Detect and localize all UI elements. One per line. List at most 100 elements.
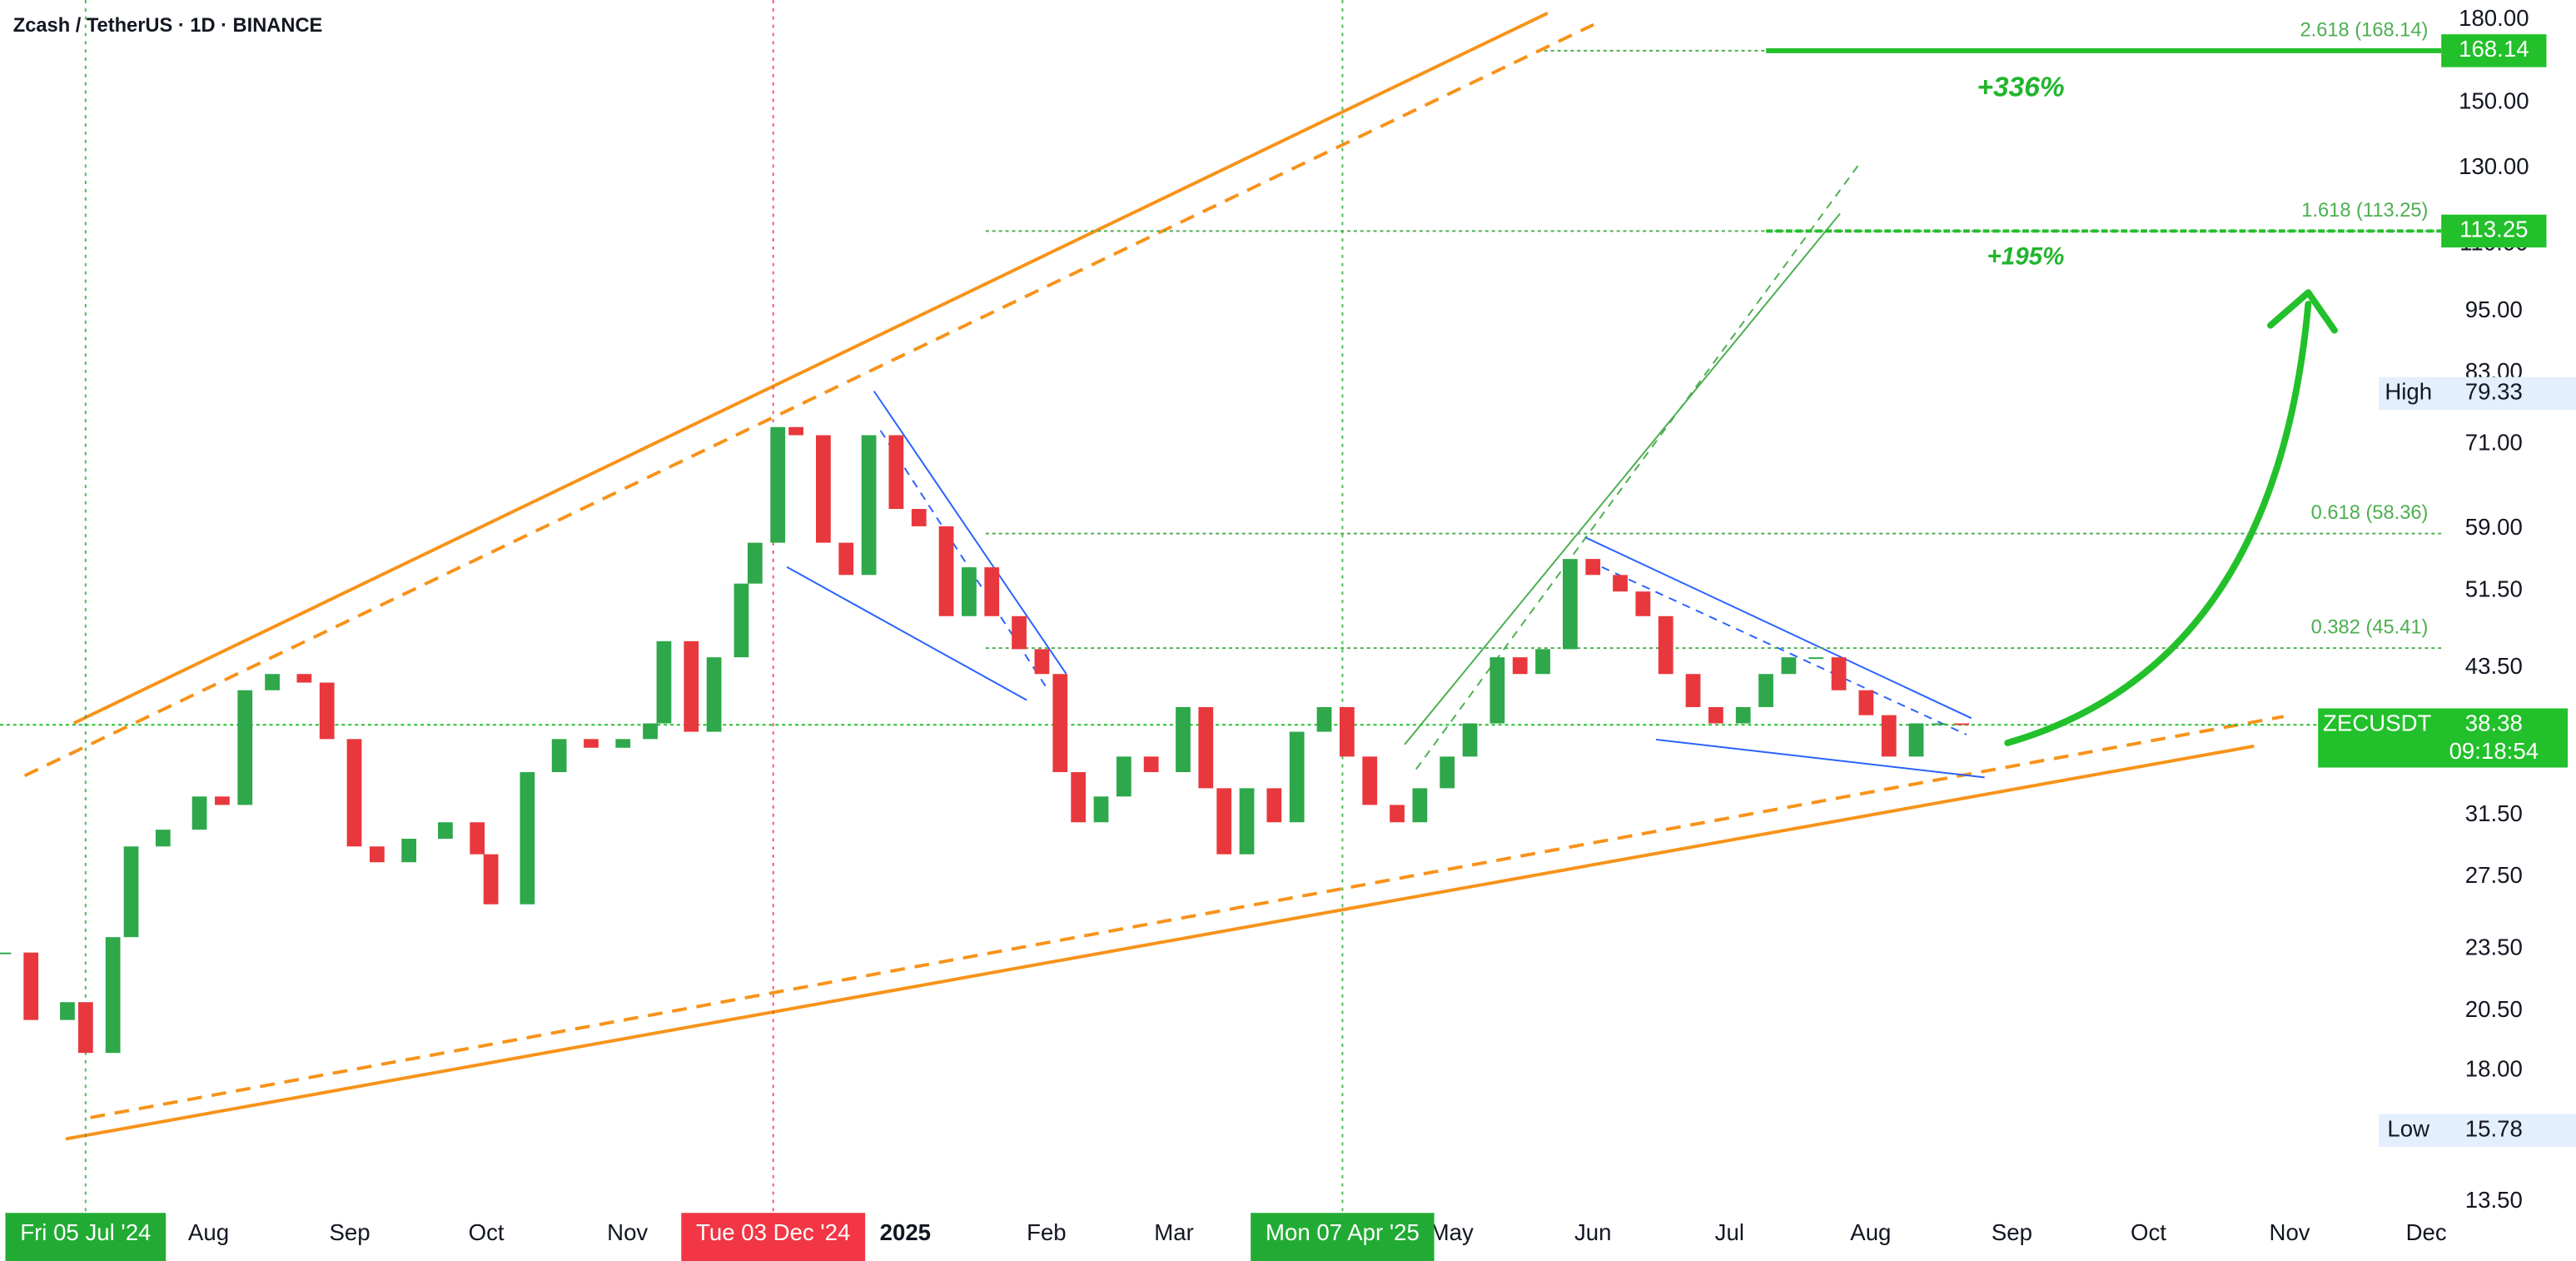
candle-body — [1908, 723, 1924, 757]
chart-title: Zcash / TetherUS · 1D · BINANCE — [13, 15, 323, 37]
candle-body — [191, 796, 207, 830]
candle-body — [938, 526, 954, 616]
x-tick-label: Oct — [469, 1219, 505, 1245]
y-tick-label: 27.50 — [2465, 862, 2523, 888]
low-tag-bg — [2379, 1114, 2576, 1147]
candle-body — [1052, 674, 1068, 773]
y-tick-label: 18.00 — [2465, 1055, 2523, 1081]
last-tag-value: 38.38 — [2465, 710, 2523, 736]
price-tag-label: 113.25 — [2459, 217, 2528, 242]
candle-body — [1266, 788, 1282, 823]
last-tag — [2318, 708, 2569, 768]
candle-body — [962, 567, 977, 616]
candle-body — [1781, 657, 1797, 675]
candle-body — [123, 846, 139, 938]
last-tag-symbol: ZECUSDT — [2323, 710, 2432, 736]
y-tick-label: 31.50 — [2465, 800, 2523, 826]
candle-body — [1198, 706, 1214, 789]
candle-body — [296, 674, 312, 683]
candle-body — [1289, 731, 1305, 823]
candle-body — [1685, 674, 1701, 707]
y-tick-label: 51.50 — [2465, 576, 2523, 601]
arrow-head — [2267, 289, 2338, 334]
candle-body — [60, 1002, 75, 1020]
x-tick-label: Aug — [188, 1219, 229, 1245]
x-tick-label: Aug — [1850, 1219, 1891, 1245]
candle-body — [346, 739, 362, 847]
candle-body — [770, 426, 786, 543]
candle-body — [1831, 657, 1847, 690]
candle-body — [788, 426, 803, 436]
candle-body — [265, 674, 280, 690]
candle-body — [1143, 756, 1159, 773]
date-tag — [1251, 1213, 1435, 1261]
candle-body — [984, 567, 1000, 616]
candle-body — [911, 509, 927, 526]
y-tick-label: 130.00 — [2459, 153, 2529, 179]
y-tick-label: 71.00 — [2465, 430, 2523, 456]
candle-body — [1585, 559, 1601, 576]
high-tag-name: High — [2385, 379, 2432, 405]
fib-label: 0.618 (58.36) — [2311, 502, 2429, 524]
y-tick-label: 180.00 — [2459, 5, 2529, 31]
candle-body — [1954, 723, 1970, 725]
low-tag-value: 15.78 — [2465, 1115, 2523, 1141]
candle-body — [0, 952, 12, 954]
candle-body — [1808, 657, 1824, 660]
fib-label: 0.382 (45.41) — [2311, 617, 2429, 639]
candle-body — [1339, 706, 1355, 757]
lower-trendline-dashed — [90, 715, 2285, 1119]
price-tag-label: 168.14 — [2459, 36, 2529, 62]
x-tick-label: May — [1430, 1219, 1474, 1245]
candle-body — [1093, 796, 1109, 823]
candle-body — [1440, 756, 1455, 789]
x-tick-label: Nov — [607, 1219, 648, 1245]
candle-body — [656, 640, 672, 724]
lower-trendline — [65, 744, 2255, 1141]
candle-body — [1489, 657, 1505, 724]
candle-body — [1012, 616, 1027, 650]
wedge-lower — [1655, 738, 1985, 779]
candle-body — [1881, 715, 1897, 757]
price-tag — [2441, 34, 2547, 67]
last-tag-countdown: 09:18:54 — [2449, 738, 2539, 764]
high-tag-value: 79.33 — [2465, 379, 2523, 405]
candle-body — [1116, 756, 1131, 797]
y-tick-label: 23.50 — [2465, 934, 2523, 959]
flag-upper — [873, 391, 1067, 675]
candle-body — [1362, 756, 1378, 805]
x-tick-label: Jul — [1715, 1219, 1744, 1245]
date-tag-label: Tue 03 Dec '24 — [696, 1219, 850, 1245]
axes: 2.618 (168.14) 1.618 (113.25) 0.618 (58.36… — [5, 5, 2576, 1261]
fib-label: 2.618 (168.14) — [2300, 19, 2429, 41]
candle-body — [1462, 723, 1478, 757]
y-tick-label: 13.50 — [2465, 1187, 2523, 1213]
candle-body — [520, 772, 535, 905]
x-tick-label: Mar — [1154, 1219, 1194, 1245]
candle-body — [1635, 591, 1651, 616]
candle-body — [215, 796, 230, 805]
candle-body — [483, 854, 499, 905]
channel-line — [1404, 212, 1841, 745]
candle-body — [1034, 649, 1050, 675]
x-tick-label: Sep — [329, 1219, 370, 1245]
fib-label: 1.618 (113.25) — [2301, 200, 2428, 222]
price-axis — [2441, 0, 2576, 1261]
x-tick-label: 2025 — [880, 1219, 931, 1245]
candle-body — [861, 435, 877, 576]
candle-body — [1535, 649, 1550, 675]
y-tick-label: 150.00 — [2459, 88, 2529, 114]
candle-body — [684, 640, 699, 732]
x-tick-label: Nov — [2270, 1219, 2310, 1245]
candle-body — [615, 739, 631, 748]
date-tag-label: Fri 05 Jul '24 — [20, 1219, 151, 1245]
wedge-upper — [1584, 536, 1972, 720]
upper-trendline — [72, 12, 1549, 725]
candles — [0, 426, 1970, 1054]
candle-body — [438, 822, 453, 840]
candle-body — [1735, 706, 1751, 724]
candle-body — [838, 542, 854, 576]
candle-body — [77, 1002, 93, 1054]
